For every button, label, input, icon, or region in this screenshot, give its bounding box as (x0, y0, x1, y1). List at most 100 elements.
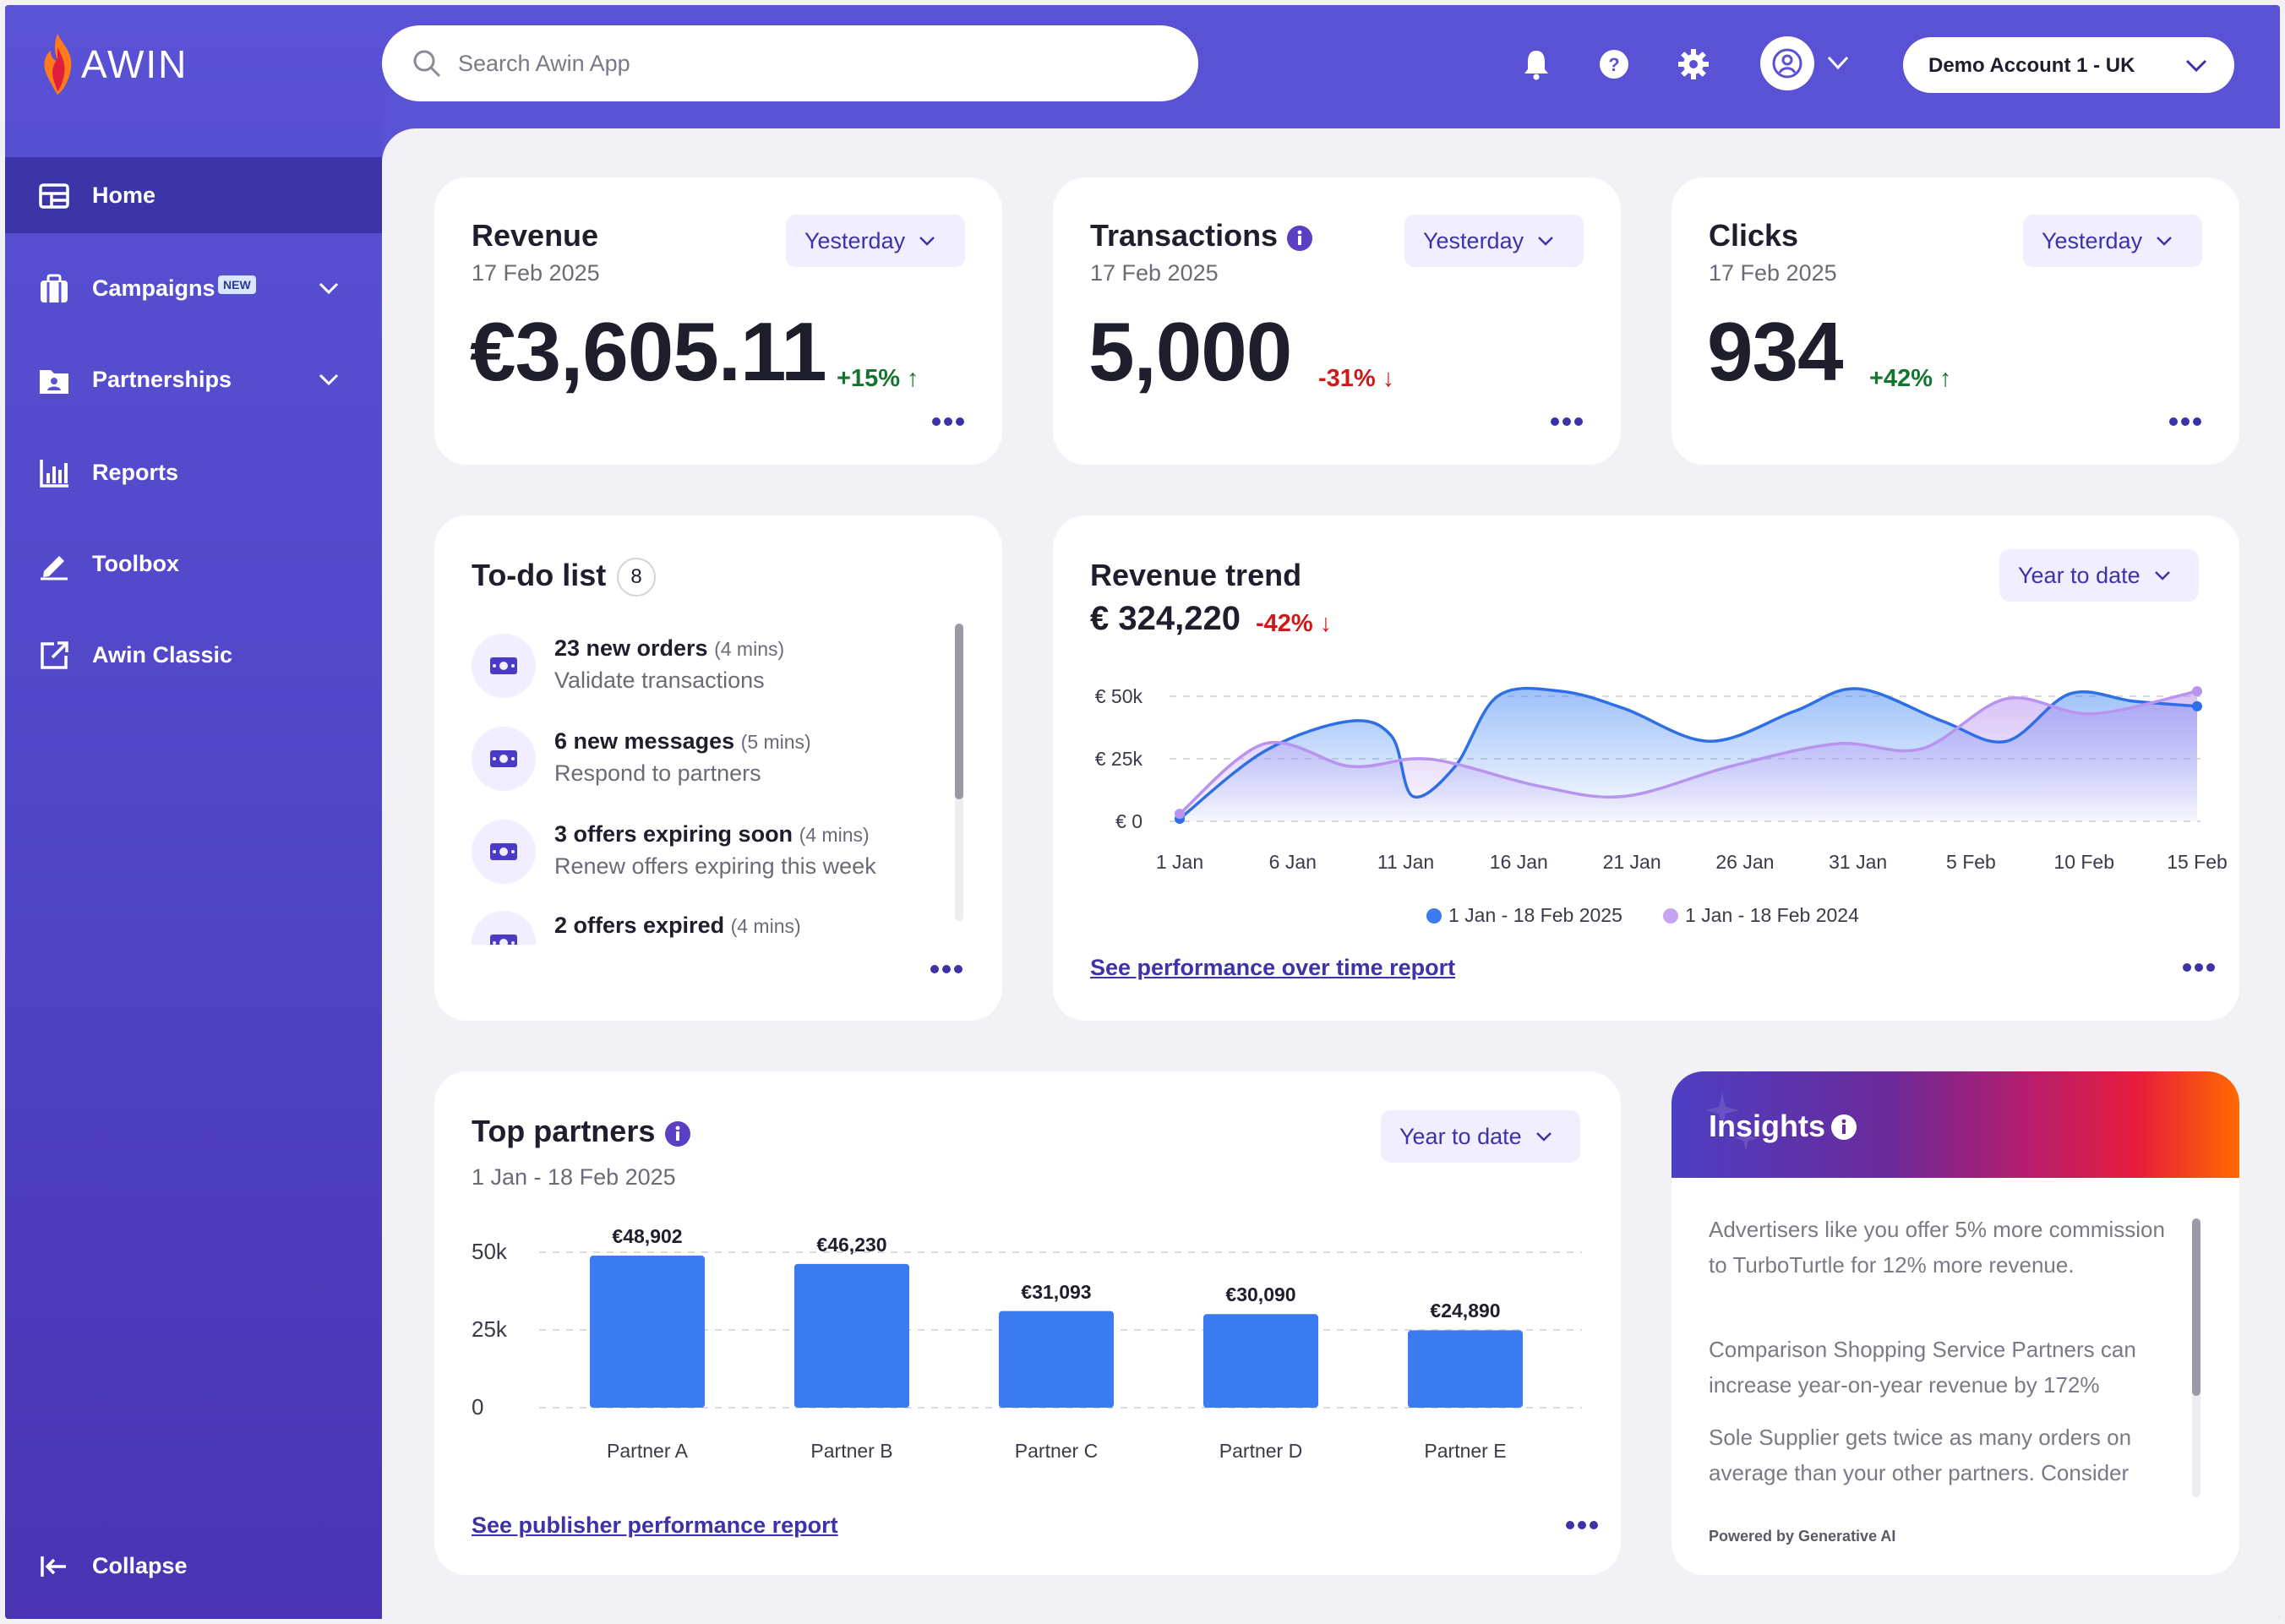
bell-icon[interactable] (1519, 47, 1553, 81)
insights-card: Insights Advertisers like you offer 5% m… (1671, 1071, 2239, 1575)
chevron-down-icon (1535, 1132, 1552, 1142)
todo-subtitle: Respond to partners (554, 760, 761, 786)
data-point (2192, 700, 2202, 711)
sidebar-item-awin-classic[interactable]: Awin Classic (5, 617, 382, 693)
y-tick-label: 0 (472, 1394, 484, 1420)
todo-item[interactable]: 23 new orders (4 mins) Validate transact… (472, 634, 945, 710)
collapse-button[interactable]: Collapse (5, 1528, 382, 1604)
x-tick-label: 6 Jan (1269, 851, 1317, 873)
awin-logo[interactable]: AWIN (39, 30, 188, 98)
insight-text: Sole Supplier gets twice as many orders … (1709, 1425, 2132, 1485)
x-tick-label: 31 Jan (1829, 851, 1887, 873)
clicks-card: Clicks 17 Feb 2025 Yesterday 934 +42% ↑ (1671, 177, 2239, 465)
chevron-down-icon[interactable] (316, 367, 341, 392)
legend-item-2025: 1 Jan - 18 Feb 2025 (1426, 904, 1622, 927)
account-selector[interactable]: Demo Account 1 - UK (1903, 37, 2234, 93)
todo-item[interactable]: 6 new messages (5 mins) Respond to partn… (472, 727, 945, 803)
more-options-icon[interactable] (930, 963, 963, 975)
insights-title: Insights (1709, 1109, 1826, 1143)
legend-label: 1 Jan - 18 Feb 2024 (1685, 904, 1859, 926)
kpi-value: 934 (1707, 305, 1844, 398)
x-tick-label: 26 Jan (1715, 851, 1774, 873)
category-label: Partner B (810, 1440, 893, 1462)
chevron-down-icon[interactable] (1825, 52, 1851, 74)
sidebar-item-label: Reports (92, 460, 179, 485)
series-2024-line (1178, 689, 2198, 815)
chevron-down-icon (2185, 59, 2207, 73)
todo-icon-bg (472, 634, 536, 698)
todo-meta: (4 mins) (730, 915, 801, 937)
more-options-icon[interactable] (2168, 416, 2202, 428)
search-input[interactable] (458, 44, 1168, 83)
folder-user-icon (40, 370, 68, 394)
sidebar-item-home[interactable]: Home (5, 157, 382, 233)
more-options-icon[interactable] (1565, 1519, 1599, 1531)
user-avatar-icon[interactable] (1759, 35, 1815, 91)
transactions-card: Transactions 17 Feb 2025 Yesterday 5,000… (1053, 177, 1621, 465)
scrollbar-thumb[interactable] (2192, 1218, 2200, 1396)
card-date: 17 Feb 2025 (472, 260, 600, 286)
info-icon[interactable] (1830, 1114, 1857, 1141)
card-title: Top partners (472, 1114, 656, 1148)
todo-title-text: 3 offers expiring soon (554, 821, 793, 847)
insights-scrollbar[interactable] (2192, 1218, 2200, 1497)
trend-delta-value: -42% (1256, 610, 1313, 637)
period-dropdown[interactable]: Yesterday (2023, 215, 2202, 267)
period-dropdown[interactable]: Yesterday (786, 215, 965, 267)
top-bar: ? Demo Account 1 - UK (382, 5, 2280, 128)
period-dropdown[interactable]: Year to date (1381, 1110, 1580, 1163)
todo-item[interactable]: 3 offers expiring soon (4 mins) Renew of… (472, 820, 945, 896)
search-icon (413, 50, 441, 78)
insights-list: Advertisers like you offer 5% more commi… (1671, 1178, 2195, 1516)
card-title: To-do list (472, 558, 607, 592)
card-title: Revenue (472, 218, 599, 253)
scrollbar-thumb[interactable] (955, 624, 963, 799)
chevron-down-icon (2154, 571, 2170, 580)
dashboard-grid-icon (39, 183, 69, 209)
help-icon[interactable]: ? (1597, 47, 1631, 81)
period-label: Yesterday (1423, 227, 1524, 253)
kpi-value: €3,605.11 (470, 305, 827, 398)
arrow-down-icon: ↓ (1382, 365, 1395, 392)
chevron-down-icon[interactable] (316, 275, 341, 301)
kpi-delta: -31% ↓ (1318, 365, 1394, 393)
search-bar[interactable] (382, 25, 1198, 101)
sidebar-item-campaigns[interactable]: Campaigns NEW (5, 250, 382, 326)
period-label: Yesterday (804, 227, 906, 253)
category-label: Partner C (1014, 1440, 1099, 1462)
pencil-icon (41, 556, 68, 580)
more-options-icon[interactable] (2182, 962, 2216, 973)
sidebar-item-toolbox[interactable]: Toolbox (5, 526, 382, 602)
period-label: Yesterday (2042, 227, 2143, 253)
kpi-delta: +15% ↑ (837, 365, 919, 393)
sidebar-item-reports[interactable]: Reports (5, 434, 382, 510)
data-point (2192, 686, 2202, 697)
todo-title: 23 new orders (4 mins) (554, 635, 784, 662)
bar (999, 1311, 1114, 1408)
bar-value-label: €30,090 (1225, 1283, 1296, 1306)
sidebar-item-label: Campaigns (92, 275, 215, 301)
external-link-icon (41, 641, 68, 669)
gear-icon[interactable] (1677, 47, 1710, 81)
y-tick-label: € 25k (1095, 748, 1143, 770)
info-icon[interactable] (1286, 225, 1313, 252)
sidebar-item-label: Awin Classic (92, 642, 233, 668)
trend-total: € 324,220 (1090, 600, 1241, 637)
todo-item[interactable]: 2 offers expired (4 mins) (472, 911, 945, 945)
todo-scrollbar[interactable] (955, 624, 963, 921)
publisher-report-link[interactable]: See publisher performance report (472, 1512, 838, 1538)
sidebar-item-partnerships[interactable]: Partnerships (5, 341, 382, 417)
todo-meta: (5 mins) (740, 731, 811, 753)
period-dropdown[interactable]: Yesterday (1404, 215, 1584, 267)
more-options-icon[interactable] (931, 416, 965, 428)
revenue-trend-card: Revenue trend € 324,220 -42% ↓ Year to d… (1053, 515, 2239, 1021)
todo-subtitle: Renew offers expiring this week (554, 853, 876, 879)
collapse-left-icon (41, 1556, 66, 1577)
arrow-up-icon: ↑ (1939, 365, 1952, 392)
more-options-icon[interactable] (1550, 416, 1584, 428)
category-label: Partner A (607, 1440, 688, 1462)
info-icon[interactable] (664, 1120, 691, 1147)
period-dropdown[interactable]: Year to date (1999, 549, 2199, 602)
card-date: 17 Feb 2025 (1090, 260, 1219, 286)
performance-report-link[interactable]: See performance over time report (1090, 955, 1456, 980)
